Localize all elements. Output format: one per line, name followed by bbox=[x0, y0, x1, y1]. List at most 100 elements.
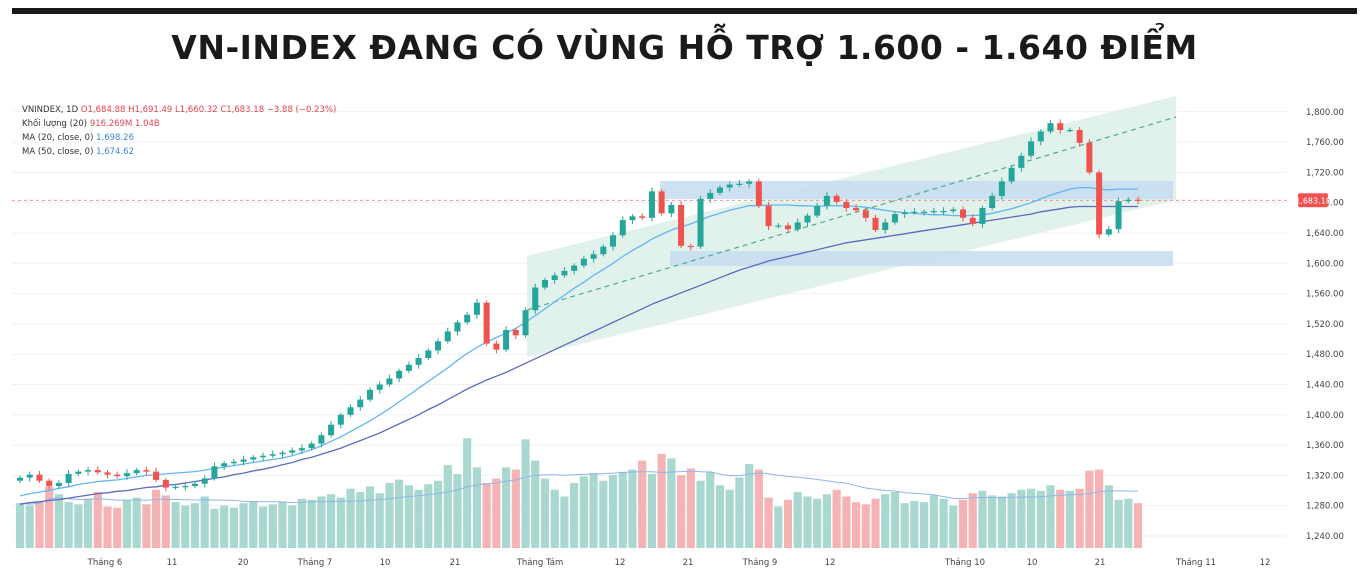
volume-bar bbox=[113, 507, 122, 548]
candle bbox=[571, 263, 578, 275]
candle-body bbox=[755, 181, 762, 206]
volume-bar bbox=[579, 476, 588, 548]
candle bbox=[687, 243, 694, 251]
candle-body bbox=[182, 486, 189, 488]
x-axis: Tháng 6 11 20 Tháng 7 10 21 Tháng Tám 12 21 Tháng… bbox=[87, 558, 1271, 568]
candle-body bbox=[85, 470, 92, 472]
candle bbox=[289, 447, 296, 455]
candle-body bbox=[1066, 129, 1073, 132]
volume-bar bbox=[764, 497, 773, 548]
candle-body bbox=[201, 478, 208, 484]
volume-bar bbox=[900, 503, 909, 548]
candle bbox=[755, 178, 762, 209]
candle-body bbox=[454, 322, 461, 332]
candle-body bbox=[503, 329, 510, 350]
candle-body bbox=[775, 225, 782, 227]
candle-body bbox=[260, 455, 267, 458]
volume-bar bbox=[1124, 498, 1133, 548]
volume-bar bbox=[152, 489, 161, 548]
candle bbox=[1076, 126, 1083, 147]
volume-bar bbox=[929, 495, 938, 548]
candle-body bbox=[1134, 199, 1142, 201]
candle bbox=[153, 467, 160, 483]
y-tick-label: 1,760.00 bbox=[1306, 138, 1344, 148]
candle-body bbox=[882, 222, 889, 230]
candle-body bbox=[1105, 229, 1112, 235]
candle-body bbox=[862, 210, 869, 218]
legend-symbol: VNINDEX, 1D bbox=[22, 105, 79, 115]
candle bbox=[989, 192, 996, 211]
legend-ma20-label: MA (20, close, 0) bbox=[22, 133, 94, 143]
price-chart[interactable]: 1,800.001,760.001,720.001,680.001,640.00… bbox=[0, 90, 1369, 585]
candle bbox=[405, 361, 412, 374]
candle bbox=[36, 470, 43, 483]
candle bbox=[619, 216, 626, 238]
top-rule bbox=[12, 8, 1357, 14]
candle bbox=[950, 207, 957, 214]
volume-bar bbox=[502, 467, 511, 548]
candle bbox=[366, 387, 373, 402]
candle-body bbox=[522, 310, 529, 336]
volume-bar bbox=[958, 499, 968, 548]
x-tick-label: 10 bbox=[380, 558, 391, 568]
volume-bar bbox=[988, 495, 997, 548]
candle-body bbox=[153, 471, 160, 480]
volume-bar bbox=[395, 479, 404, 548]
volume-bar bbox=[288, 505, 297, 548]
candle-body bbox=[823, 195, 830, 206]
candle bbox=[668, 201, 675, 218]
y-tick-label: 1,600.00 bbox=[1306, 259, 1344, 269]
candle bbox=[211, 462, 218, 481]
candle bbox=[1047, 120, 1054, 134]
candle-body bbox=[308, 443, 315, 449]
candle-body bbox=[1028, 141, 1035, 156]
candle-body bbox=[143, 470, 150, 472]
candle-body bbox=[328, 424, 335, 436]
volume-bar bbox=[667, 458, 676, 548]
candle bbox=[959, 206, 967, 222]
candle-body bbox=[1037, 131, 1044, 142]
candle-body bbox=[1057, 123, 1064, 130]
candle bbox=[678, 201, 685, 249]
candle-body bbox=[1047, 123, 1054, 132]
volume-bar bbox=[433, 480, 443, 548]
candle-body bbox=[123, 473, 130, 477]
y-tick-label: 1,320.00 bbox=[1306, 471, 1344, 481]
volume-bar bbox=[657, 453, 666, 548]
volume-bar bbox=[803, 496, 812, 548]
volume-bar bbox=[327, 494, 336, 548]
volume-bar bbox=[589, 472, 598, 548]
volume-bar bbox=[696, 480, 705, 548]
candle-body bbox=[930, 211, 937, 213]
candle bbox=[1134, 196, 1142, 205]
candle bbox=[1066, 127, 1073, 133]
candle-body bbox=[580, 258, 587, 266]
candle bbox=[872, 214, 879, 233]
candle-body bbox=[891, 214, 898, 223]
candle-body bbox=[1076, 129, 1083, 143]
volume-bar bbox=[45, 486, 54, 548]
volume-bar bbox=[861, 504, 870, 548]
volume-bar bbox=[258, 506, 268, 548]
candle bbox=[512, 327, 519, 340]
candle-body bbox=[532, 287, 539, 311]
candle-body bbox=[804, 215, 811, 223]
candle bbox=[814, 202, 821, 218]
x-tick-label: Tháng 6 bbox=[87, 558, 123, 568]
candle-body bbox=[425, 350, 432, 358]
volume-ma-line bbox=[19, 470, 1139, 505]
candle bbox=[775, 223, 782, 229]
candle-body bbox=[707, 192, 714, 199]
volume-bar bbox=[83, 498, 93, 548]
volume-bar bbox=[735, 477, 744, 548]
candle bbox=[337, 412, 344, 429]
candle bbox=[843, 198, 850, 212]
candle bbox=[804, 213, 811, 227]
volume-bar bbox=[15, 503, 25, 548]
volume-bar bbox=[638, 460, 647, 548]
candle bbox=[940, 207, 947, 215]
candle bbox=[104, 470, 111, 479]
volume-bar bbox=[220, 505, 229, 548]
volume-bar bbox=[1036, 490, 1045, 548]
candlesticks bbox=[16, 119, 1142, 492]
